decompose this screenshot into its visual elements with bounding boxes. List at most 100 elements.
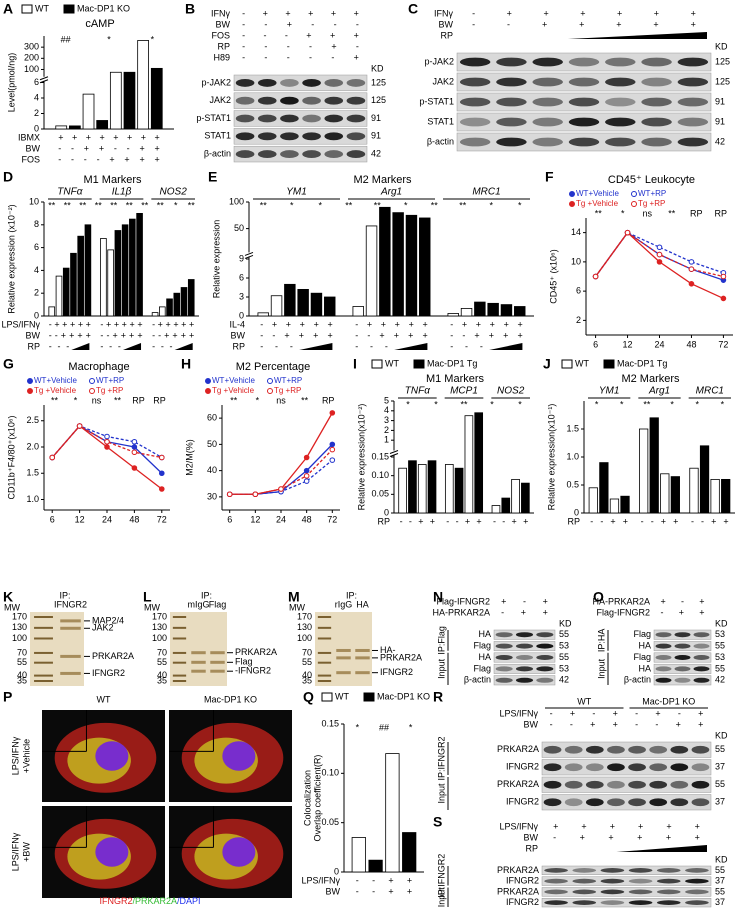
gel-band xyxy=(355,656,370,660)
band-label: PRKAR2A xyxy=(92,651,134,661)
annotation: RP xyxy=(153,395,166,405)
category-label: NOS2 xyxy=(160,187,188,198)
annotation: ** xyxy=(110,200,118,210)
legend-label: WT xyxy=(575,358,589,368)
blot-band xyxy=(691,763,710,772)
mw-value: 55 xyxy=(157,657,167,667)
row-label: BW xyxy=(326,886,341,896)
annotation: RP xyxy=(132,395,145,405)
y-tick-label: 2 xyxy=(34,288,39,298)
annotation: ns xyxy=(92,395,102,405)
kd-value: 37 xyxy=(715,762,725,772)
blot-band xyxy=(324,132,344,141)
blot-band xyxy=(257,78,277,87)
kd-value: 55 xyxy=(715,886,725,896)
point xyxy=(688,281,695,287)
mw-value: 55 xyxy=(302,657,312,667)
gel-band xyxy=(191,651,206,655)
blot-band xyxy=(496,137,527,147)
annotation: ** xyxy=(374,200,382,210)
condition-signs: - - + + xyxy=(641,516,679,526)
blot-band xyxy=(564,763,583,772)
mw-value: 170 xyxy=(152,611,167,621)
blot-band xyxy=(685,900,709,905)
bar xyxy=(151,312,159,317)
row-label: RP xyxy=(377,516,390,526)
annotation: * xyxy=(489,200,493,210)
row-label: IBMX xyxy=(18,132,40,142)
bar xyxy=(454,467,464,514)
point xyxy=(104,438,110,445)
blot-band xyxy=(605,57,636,67)
blot-band xyxy=(572,868,597,873)
bar xyxy=(417,464,427,514)
blot-band xyxy=(607,798,625,807)
bar xyxy=(588,487,598,514)
blot-strip xyxy=(541,759,712,776)
band-label: p-JAK2 xyxy=(424,56,454,66)
blot-band xyxy=(257,96,277,105)
annotation: ** xyxy=(431,200,439,210)
series-line xyxy=(595,231,724,300)
bar xyxy=(365,225,378,317)
annotation: * xyxy=(595,399,599,409)
caption-part: IFNGR2 xyxy=(99,896,132,906)
legend-marker xyxy=(205,388,211,394)
condition-signs: - - + + + + xyxy=(450,330,523,340)
axis-break-mark xyxy=(389,453,399,457)
bar xyxy=(474,301,486,317)
y-tick-label: 0.5 xyxy=(566,479,579,489)
lane-label: mIgG xyxy=(187,599,209,609)
bar xyxy=(77,235,84,317)
blot-band xyxy=(515,643,534,649)
annotation: ** xyxy=(141,200,149,210)
band-label: JAK2 xyxy=(209,95,231,105)
blot-band xyxy=(670,745,689,754)
marker-band xyxy=(172,616,187,618)
blot-band xyxy=(685,868,709,873)
blot-band xyxy=(641,117,672,127)
blot-band xyxy=(515,632,534,638)
point xyxy=(104,433,110,440)
nucleus xyxy=(95,741,129,771)
gel-band xyxy=(210,669,225,673)
condition-signs: - + + + + + xyxy=(242,8,359,18)
y-tick-label: 40 xyxy=(207,465,217,475)
row-label: FOS xyxy=(211,30,230,40)
blot-band xyxy=(543,745,562,754)
blot-band xyxy=(515,654,534,661)
y-tick-label: 0 xyxy=(239,310,244,320)
condition-signs: - - + + xyxy=(356,886,412,896)
band-label: β-actin xyxy=(624,675,651,685)
condition-signs: + - + xyxy=(661,596,705,606)
series-line xyxy=(229,412,333,495)
marker-band xyxy=(317,651,332,654)
panel-letter: E xyxy=(208,169,217,185)
row-label: RP xyxy=(525,843,538,853)
series-line xyxy=(51,425,162,459)
category-label: IL1β xyxy=(112,187,132,198)
annotation: ** xyxy=(95,200,103,210)
panel-title: CD45⁺ Leukocyte xyxy=(608,174,695,186)
blot-band xyxy=(655,654,672,661)
band-label: STAT1 xyxy=(427,116,454,126)
blot-strip xyxy=(653,675,712,686)
bar xyxy=(368,859,383,873)
blot-band xyxy=(655,643,672,649)
band-label: Flag xyxy=(633,652,651,662)
bar xyxy=(464,415,474,514)
x-tick-label: 72 xyxy=(327,514,337,524)
point xyxy=(76,423,83,429)
point xyxy=(592,273,599,280)
bar xyxy=(402,832,417,873)
point xyxy=(278,486,284,492)
legend-marker xyxy=(89,388,95,394)
y-tick-label: 2 xyxy=(384,425,389,435)
blot-band xyxy=(649,798,668,807)
category-label: TNFα xyxy=(57,187,82,198)
mw-value: 40 xyxy=(157,670,167,680)
annotation: * xyxy=(256,395,260,405)
condition-signs: - + + + + + xyxy=(100,319,142,329)
bar xyxy=(405,214,418,317)
band-label: PRKAR2A xyxy=(235,647,277,657)
